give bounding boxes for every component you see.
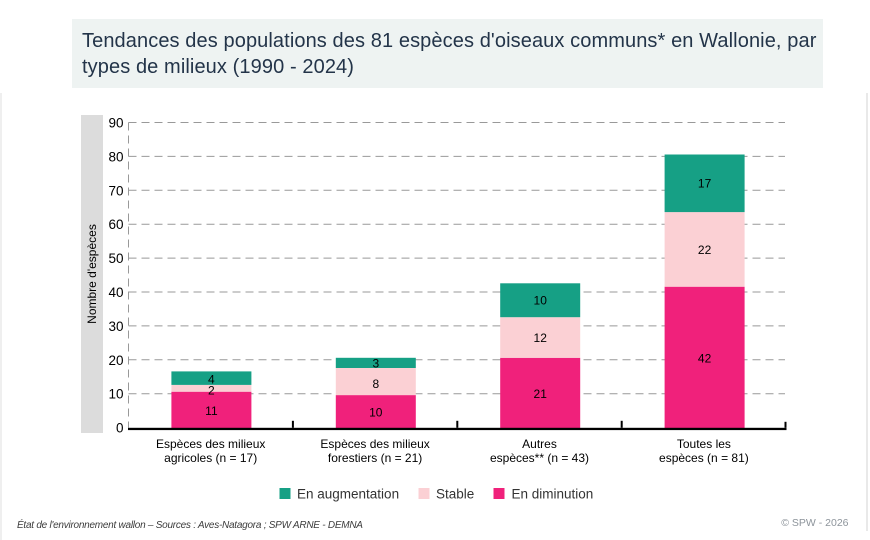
svg-text:Toutes les: Toutes les	[677, 437, 731, 451]
svg-text:50: 50	[108, 251, 123, 266]
svg-text:Espèces des milieux: Espèces des milieux	[156, 437, 265, 451]
svg-text:10: 10	[108, 387, 123, 402]
svg-text:40: 40	[108, 285, 123, 300]
svg-text:42: 42	[698, 351, 712, 365]
svg-text:12: 12	[534, 331, 548, 345]
svg-text:Stable: Stable	[436, 487, 474, 502]
svg-text:En diminution: En diminution	[512, 487, 594, 502]
svg-text:60: 60	[108, 217, 123, 232]
svg-text:17: 17	[698, 177, 712, 191]
svg-text:espèces (n = 81): espèces (n = 81)	[659, 451, 749, 465]
svg-text:agricoles (n = 17): agricoles (n = 17)	[164, 451, 257, 465]
svg-text:22: 22	[698, 243, 712, 257]
svg-text:forestiers (n = 21): forestiers (n = 21)	[328, 451, 422, 465]
svg-text:70: 70	[108, 183, 123, 198]
svg-text:11: 11	[205, 404, 218, 418]
svg-text:10: 10	[534, 294, 548, 308]
svg-text:90: 90	[108, 116, 123, 131]
svg-text:Nombre d'espèces: Nombre d'espèces	[85, 224, 99, 324]
svg-text:8: 8	[372, 377, 379, 391]
svg-text:2: 2	[208, 384, 215, 398]
svg-text:10: 10	[369, 406, 383, 420]
svg-text:espèces** (n = 43): espèces** (n = 43)	[490, 451, 589, 465]
svg-text:Espèces des milieux: Espèces des milieux	[320, 437, 429, 451]
svg-text:Autres: Autres	[522, 437, 557, 451]
svg-text:0: 0	[116, 421, 124, 436]
svg-text:4: 4	[208, 372, 215, 386]
svg-text:30: 30	[108, 319, 123, 334]
svg-text:En augmentation: En augmentation	[297, 487, 399, 502]
svg-text:80: 80	[108, 149, 123, 164]
svg-text:20: 20	[108, 353, 123, 368]
svg-text:21: 21	[534, 387, 548, 401]
svg-text:3: 3	[372, 356, 379, 370]
